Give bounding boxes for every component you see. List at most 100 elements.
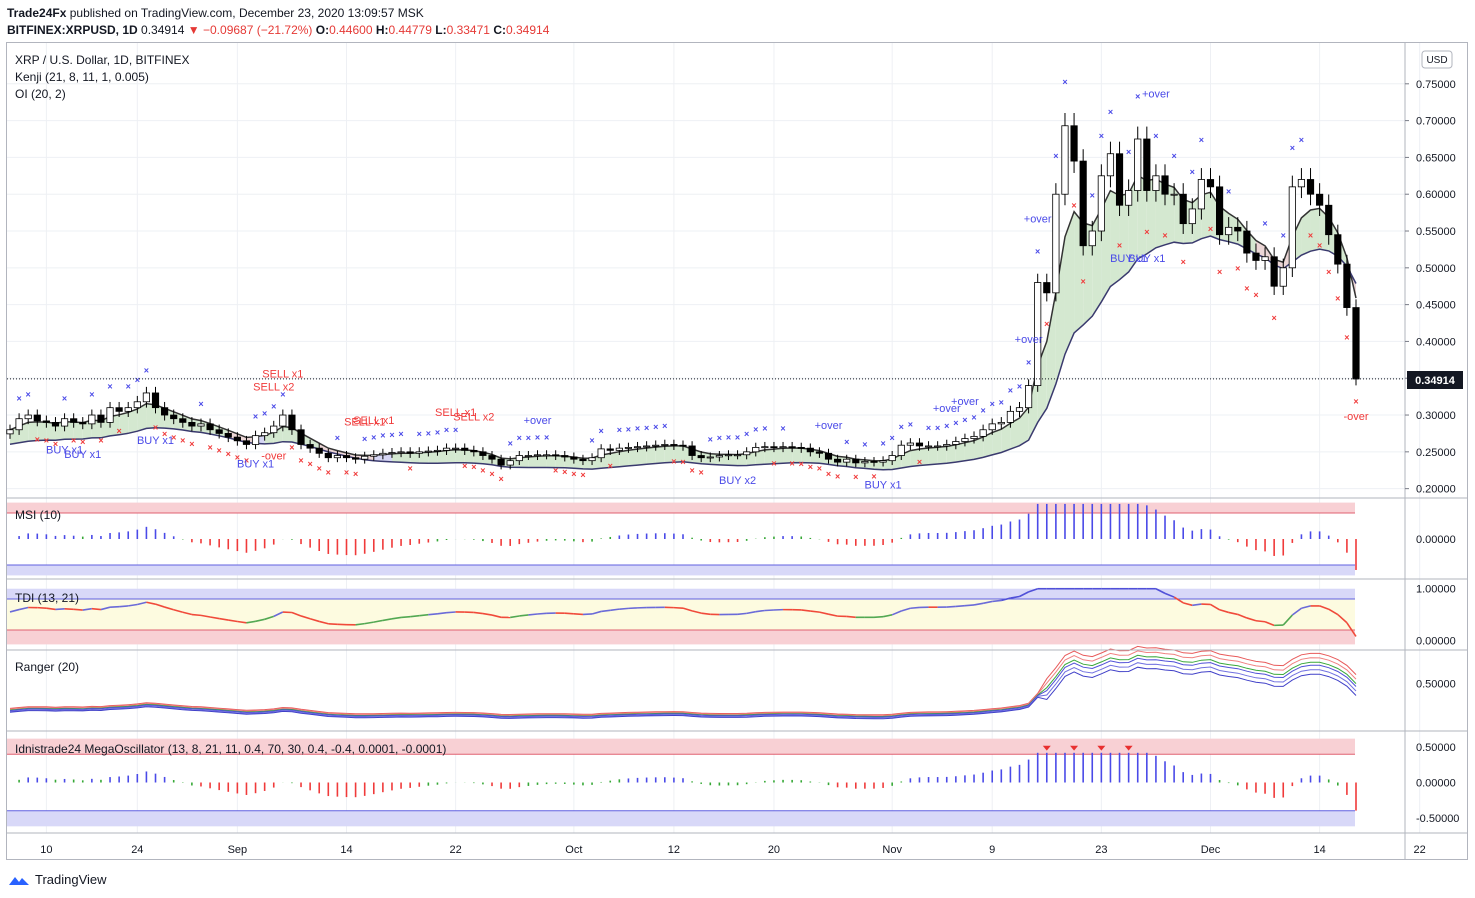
candle-body — [1161, 175, 1169, 195]
tdi-line-segment — [1019, 591, 1029, 598]
tdi-line-segment — [519, 614, 529, 617]
candle-body — [1134, 138, 1142, 191]
symbol-line: BITFINEX:XRPUSD, 1D 0.34914 ▼ −0.09687 (… — [7, 23, 549, 37]
tdi-line-segment — [155, 603, 165, 608]
signal-x-marker: × — [371, 432, 376, 442]
candle-body — [388, 452, 396, 454]
signal-x-marker: × — [180, 436, 185, 446]
candle-body — [1234, 226, 1242, 232]
candle-body — [1215, 186, 1224, 236]
signal-x-marker: × — [1081, 277, 1086, 287]
signal-x-marker: × — [1162, 230, 1167, 240]
kenji-cloud-segment — [337, 450, 347, 457]
candle-body — [33, 414, 41, 422]
low-value: 0.33471 — [446, 23, 490, 37]
tdi-mid-band — [7, 599, 1355, 630]
kenji-cloud-segment — [73, 422, 83, 440]
tdi-line-segment — [37, 606, 47, 610]
signal-x-marker: × — [862, 439, 867, 449]
tdi-line-segment — [1001, 597, 1011, 602]
signal-x-marker: × — [635, 424, 640, 434]
kenji-cloud-segment — [737, 453, 747, 466]
candle-body — [188, 421, 196, 427]
candle-body — [934, 445, 942, 448]
y-tick-label: 0.50000 — [1416, 742, 1456, 754]
candle-body — [1352, 307, 1360, 380]
y-tick-label: 0.40000 — [1416, 336, 1456, 348]
tdi-line-segment — [1328, 608, 1339, 616]
candle-body — [815, 451, 824, 454]
kenji-cloud-segment — [1064, 211, 1075, 355]
annotation-label: SELL x2 — [453, 412, 494, 424]
signal-x-marker: × — [235, 452, 240, 462]
candle-body — [297, 429, 305, 445]
tdi-line-segment — [328, 622, 338, 626]
candle-body — [151, 392, 160, 409]
signal-x-marker: × — [144, 366, 149, 376]
signal-x-marker: × — [1208, 224, 1213, 234]
footer-brand: TradingView — [35, 872, 107, 887]
chart-frame[interactable] — [6, 42, 1468, 860]
tdi-line-segment — [446, 611, 456, 614]
tdi-line-segment — [828, 613, 838, 617]
tdi-line-segment — [1028, 587, 1038, 593]
kenji-cloud-segment — [1310, 208, 1320, 252]
tdi-line-segment — [55, 608, 65, 611]
tdi-line-segment — [882, 614, 893, 618]
tdi-upper-band — [7, 588, 1355, 600]
tdi-line-segment — [246, 620, 256, 624]
candle-body — [542, 454, 551, 457]
signal-x-marker: × — [1217, 267, 1222, 277]
tdi-line-segment — [191, 613, 202, 617]
signal-x-marker: × — [980, 405, 985, 415]
candle-body — [1152, 175, 1160, 191]
candle-body — [24, 414, 32, 420]
candle-body — [488, 455, 496, 460]
tdi-line-segment — [482, 612, 493, 616]
annotation-label: BUY x1 — [64, 449, 101, 461]
signal-x-marker: × — [1299, 135, 1304, 145]
tdi-line-segment — [373, 619, 384, 623]
x-tick-label: 23 — [1095, 844, 1107, 856]
signal-x-marker: × — [1235, 264, 1240, 274]
signal-x-marker: × — [1335, 293, 1340, 303]
signal-x-marker: × — [16, 393, 21, 403]
annotation-label: BUY x1 — [1110, 253, 1147, 265]
signal-x-marker: × — [1126, 147, 1131, 157]
candle-body — [1334, 234, 1342, 265]
signal-x-marker: × — [217, 446, 222, 456]
kenji-cloud-segment — [128, 408, 138, 434]
candle-body — [161, 407, 169, 416]
kenji-cloud-segment — [28, 421, 38, 442]
kenji-cloud-segment — [964, 440, 975, 461]
x-tick-label: 14 — [1313, 844, 1325, 856]
candle-body — [943, 444, 951, 447]
kenji-cloud-segment — [937, 446, 947, 464]
candle-body — [60, 418, 69, 427]
annotation-label: +over — [1142, 89, 1170, 101]
tdi-line-segment — [673, 606, 684, 609]
kenji-cloud-segment — [410, 452, 420, 464]
footer[interactable]: TradingView — [8, 872, 107, 887]
candle-body — [961, 438, 969, 442]
annotation-label: +over — [933, 403, 961, 415]
signal-x-marker: × — [771, 458, 776, 468]
candle-body — [570, 456, 578, 460]
y-tick-label: 0.50000 — [1416, 679, 1456, 691]
annotation-label: -over — [261, 451, 286, 463]
signal-x-marker: × — [1353, 397, 1358, 407]
candle-body — [1097, 175, 1105, 232]
signal-x-marker: × — [817, 464, 822, 474]
signal-x-marker: × — [671, 456, 676, 466]
currency-badge[interactable] — [1421, 50, 1453, 69]
tdi-line-segment — [992, 599, 1002, 603]
signal-x-marker: × — [107, 381, 112, 391]
publisher-name[interactable]: Trade24Fx — [7, 6, 67, 20]
tdi-line-segment — [1155, 588, 1166, 595]
tdi-line-segment — [355, 622, 365, 626]
signal-x-marker: × — [462, 461, 467, 471]
kenji-cloud-segment — [273, 426, 283, 444]
tdi-line-segment — [219, 617, 229, 621]
signal-x-marker: × — [1153, 131, 1158, 141]
